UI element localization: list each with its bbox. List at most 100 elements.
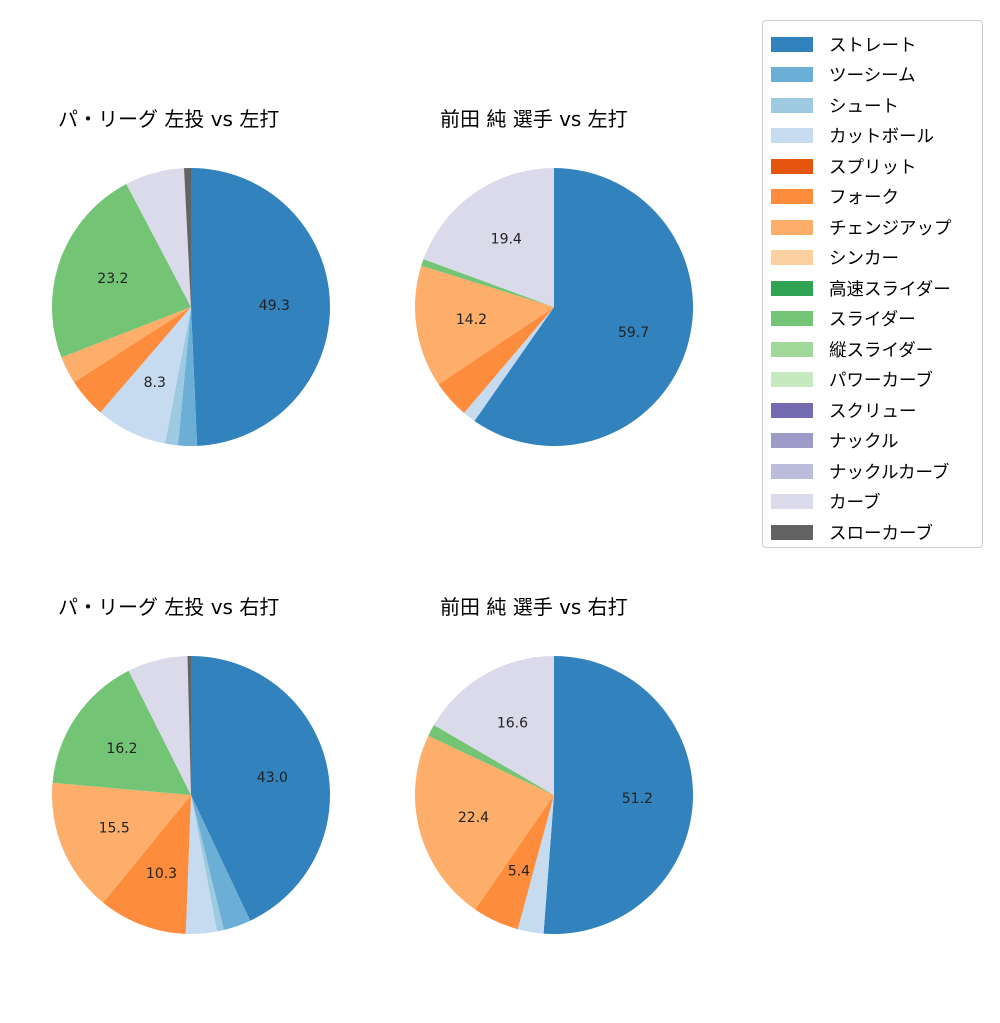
- pie-slice: [464, 307, 554, 421]
- pie-chart: 59.7 14.2 19.4: [415, 168, 693, 446]
- pie-slice: [52, 782, 191, 903]
- slice-value-label: 49.3: [259, 298, 290, 314]
- legend-swatch: [771, 158, 813, 174]
- pie-slice: [191, 795, 224, 932]
- pie-slice: [52, 183, 191, 358]
- slice-value-label: 14.2: [456, 312, 487, 328]
- pie-slice: [438, 307, 554, 413]
- legend-swatch: [771, 341, 813, 357]
- pie-slice: [191, 795, 251, 931]
- pie-slice: [52, 670, 191, 795]
- legend-item: フォーク: [771, 186, 899, 208]
- slice-value-label: 5.4: [508, 864, 530, 880]
- slice-value-label: 10.3: [146, 866, 177, 882]
- legend-label: 高速スライダー: [829, 279, 951, 300]
- pie-slice: [177, 307, 198, 446]
- pie-slice: [474, 168, 693, 446]
- legend-swatch: [771, 463, 813, 479]
- pie-slice: [433, 656, 554, 795]
- legend-item: ツーシーム: [771, 64, 916, 86]
- slice-value-label: 59.7: [618, 325, 649, 341]
- slice-value-label: 51.2: [622, 791, 653, 807]
- legend-item: スローカーブ: [771, 521, 933, 544]
- legend-label: カーブ: [829, 493, 881, 513]
- legend-label: スクリュー: [829, 401, 917, 422]
- legend-item: シュート: [771, 94, 899, 117]
- legend-swatch: [771, 494, 813, 509]
- legend-swatch: [771, 97, 813, 113]
- legend-item: チェンジアップ: [771, 216, 952, 239]
- pie-slice: [185, 795, 218, 934]
- legend-label: ストレート: [829, 35, 917, 56]
- legend-label: 縦スライダー: [829, 340, 934, 361]
- legend-swatch: [771, 524, 813, 540]
- legend-label: ナックル: [829, 432, 899, 452]
- slice-value-label: 16.2: [106, 741, 137, 757]
- legend-item: スクリュー: [771, 399, 917, 422]
- pie-chart: 43.0 10.3 15.5 16.2: [52, 656, 330, 934]
- pie-slice: [191, 656, 330, 921]
- legend-swatch: [771, 280, 813, 296]
- legend-swatch: [771, 128, 813, 143]
- legend-label: スローカーブ: [829, 523, 933, 544]
- chart-panel-league-lhp-vs-rhb: パ・リーグ 左投 vs 右打 43.0 10.3 15.5 16.2: [40, 583, 400, 1023]
- chart-title: パ・リーグ 左投 vs 右打: [58, 595, 280, 619]
- slice-value-label: 19.4: [491, 232, 522, 248]
- slice-value-label: 22.4: [458, 810, 489, 826]
- legend-item: カットボール: [771, 125, 934, 147]
- pie-slice: [61, 307, 192, 383]
- pie-slice: [164, 307, 191, 446]
- legend-swatch: [771, 402, 813, 418]
- pie-slice: [103, 795, 191, 934]
- chart-panel-maeda-vs-lhb: 前田 純 選手 vs 左打 59.7 14.2 19.4: [402, 95, 762, 535]
- legend-label: ナックルカーブ: [829, 462, 950, 483]
- pie-slice: [517, 795, 554, 934]
- legend-swatch: [771, 219, 813, 235]
- pie-chart: 51.2 5.4 22.4 16.6: [415, 656, 694, 934]
- pie-slice: [415, 735, 554, 910]
- legend-item: ストレート: [771, 33, 917, 56]
- legend-label: スライダー: [829, 310, 916, 330]
- legend-item: パワーカーブ: [771, 369, 933, 391]
- legend-label: カットボール: [829, 127, 934, 147]
- pie-slice: [543, 656, 694, 934]
- legend-swatch: [771, 189, 813, 204]
- legend-item: ナックルカーブ: [771, 460, 950, 483]
- legend-item: シンカー: [771, 247, 899, 269]
- legend-swatch: [771, 36, 813, 52]
- pie-slice: [184, 168, 191, 307]
- pie-slice: [421, 259, 554, 307]
- pie-slice: [475, 795, 554, 930]
- chart-panel-maeda-vs-rhb: 前田 純 選手 vs 右打 51.2 5.4 22.4 16.6: [402, 583, 762, 1023]
- legend-swatch: [771, 311, 813, 326]
- pie-slice: [423, 168, 554, 307]
- chart-title: パ・リーグ 左投 vs 左打: [58, 107, 280, 131]
- slice-value-label: 16.6: [497, 716, 528, 732]
- slice-value-label: 8.3: [144, 375, 166, 391]
- legend: ストレート ツーシーム シュート カットボール スプリット フォーク チェンジア…: [762, 20, 983, 548]
- legend-item: カーブ: [771, 491, 880, 513]
- legend-label: チェンジアップ: [829, 218, 952, 239]
- legend-label: フォーク: [829, 188, 899, 208]
- pie-slice: [74, 307, 191, 413]
- legend-label: スプリット: [829, 157, 917, 178]
- legend-label: シンカー: [829, 249, 899, 269]
- legend-item: ナックル: [771, 430, 898, 452]
- legend-swatch: [771, 250, 813, 265]
- chart-title: 前田 純 選手 vs 左打: [440, 107, 628, 131]
- chart-title: 前田 純 選手 vs 右打: [440, 595, 628, 619]
- legend-item: 縦スライダー: [771, 338, 934, 361]
- legend-label: ツーシーム: [829, 66, 916, 86]
- slice-value-label: 23.2: [97, 271, 128, 287]
- pie-slice: [415, 265, 554, 385]
- pie-slice: [128, 656, 191, 795]
- pie-slice: [126, 168, 191, 307]
- legend-item: スプリット: [771, 155, 917, 178]
- pie-slice: [187, 656, 191, 795]
- pie-slice: [428, 724, 554, 795]
- pie-slice: [191, 168, 331, 446]
- pie-slice: [100, 307, 191, 444]
- chart-panel-league-lhp-vs-lhb: パ・リーグ 左投 vs 左打 49.3 8.3 23.2: [40, 95, 400, 535]
- legend-swatch: [771, 67, 813, 82]
- legend-item: スライダー: [771, 308, 916, 330]
